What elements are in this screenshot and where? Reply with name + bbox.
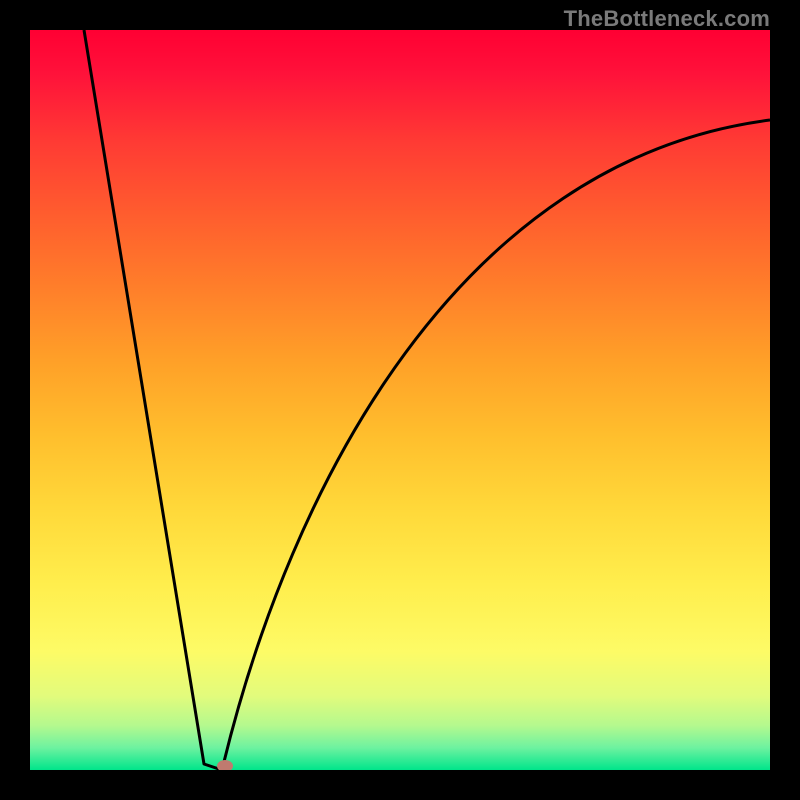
bottleneck-chart (30, 30, 770, 770)
chart-background (30, 30, 770, 770)
watermark-text: TheBottleneck.com (564, 6, 770, 32)
chart-frame (30, 30, 770, 770)
